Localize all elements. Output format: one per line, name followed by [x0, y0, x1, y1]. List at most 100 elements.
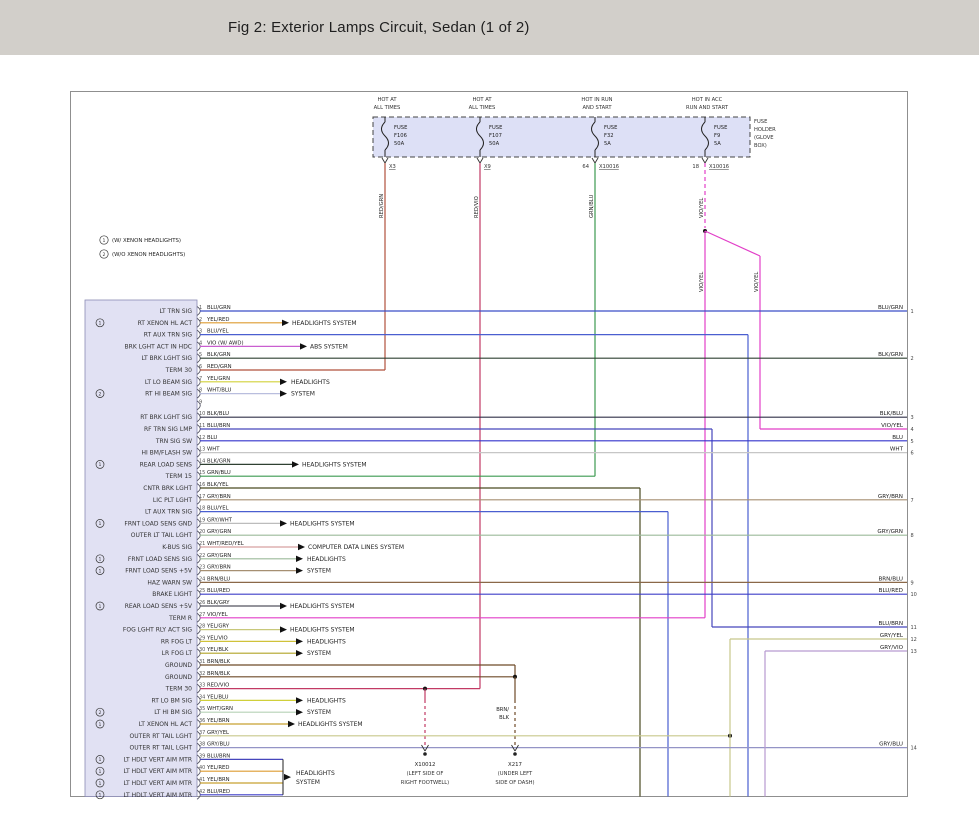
wire-name: BRN/BLK	[207, 671, 231, 677]
wire-name: GRY/BLU	[207, 742, 230, 748]
pin-function-label: LT HI BM SIG	[154, 709, 192, 716]
note-marker	[95, 778, 105, 788]
pin-number: 28	[199, 624, 205, 630]
right-pin-number: 1	[911, 309, 914, 315]
system-ref-label: COMPUTER DATA LINES SYSTEM	[308, 544, 404, 551]
pin-number: 19	[199, 517, 205, 523]
right-pin-number: 2	[911, 356, 914, 362]
fuse-label: FUSE	[714, 125, 727, 131]
pin-function-label: GROUND	[165, 674, 192, 681]
system-arrow-icon	[288, 720, 295, 728]
note-marker	[95, 755, 105, 764]
pin-function-label: OUTER RT TAIL LGHT	[130, 733, 193, 740]
wire-name: YEL/BLK	[206, 647, 229, 653]
fuse-connector-id: X10016	[599, 164, 619, 170]
right-pin-number: 13	[911, 649, 917, 655]
connector-location: (LEFT SIDE OF	[407, 771, 444, 777]
system-ref-label: HEADLIGHTS SYSTEM	[292, 320, 357, 327]
connector-fork-icon	[701, 157, 706, 164]
system-ref-label: HEADLIGHTS SYSTEM	[298, 721, 363, 728]
system-arrow-icon	[280, 378, 287, 385]
wire-name: YEL/BRN	[206, 718, 230, 724]
pin-function-label: LT XENON HL ACT	[139, 721, 193, 728]
pin-number: 38	[199, 742, 205, 748]
connector-fork-icon	[591, 157, 596, 164]
pin-number: 39	[199, 753, 205, 759]
right-wire-name: BLU/RED	[879, 588, 903, 594]
pin-number: 2	[199, 317, 202, 323]
note-marker	[95, 389, 105, 398]
pin-bracket	[196, 400, 201, 411]
pin-number: 9	[199, 399, 202, 405]
pin-number: 8	[199, 388, 202, 394]
connector-id: X217	[508, 762, 522, 768]
note-marker	[95, 460, 105, 469]
pin-function-label: TRN SIG SW	[155, 438, 192, 445]
pin-function-label: LR FOG LT	[162, 650, 193, 657]
wire-name: YEL/BLU	[206, 694, 229, 700]
pin-number: 20	[199, 529, 205, 535]
connector-fork-icon	[479, 157, 484, 164]
wire-name-vertical: VIO/YEL	[699, 272, 705, 292]
legend-note-number: 1	[103, 238, 106, 244]
legend-note-marker	[99, 249, 109, 259]
connector-id: X10012	[415, 762, 436, 768]
pin-function-label: LT LO BEAM SIG	[145, 379, 193, 386]
pin-number: 41	[199, 777, 205, 783]
wire-name: BLU/BRN	[207, 753, 230, 759]
right-wire-name: BRN/BLU	[878, 576, 903, 582]
hot-feed-label: HOT AT	[472, 97, 492, 103]
pin-number: 29	[199, 635, 205, 641]
system-ref-label: HEADLIGHTS	[307, 556, 346, 563]
pin-number: 3	[199, 329, 202, 335]
right-pin-number: 11	[911, 625, 917, 631]
wire-name: WHT/GRN	[207, 706, 233, 712]
right-wire-name: GRY/BLU	[879, 742, 903, 748]
hot-feed-label: RUN AND START	[686, 105, 729, 111]
pin-function-label: LT TRN SIG	[159, 308, 192, 315]
pin-function-label: LT HDLT VERT AIM MTR	[124, 768, 192, 775]
system-arrow-icon	[292, 461, 299, 468]
pin-function-label: TERM 30	[165, 686, 193, 693]
note-number: 1	[99, 769, 102, 775]
fuse-holder-label: FUSE	[754, 119, 767, 125]
wire-name: BLU/BRN	[207, 423, 230, 429]
fuse-label: FUSE	[604, 125, 617, 131]
feed-branch-wire	[704, 230, 761, 257]
wire-name: BLU/RED	[207, 789, 230, 795]
pin-number: 24	[199, 576, 205, 582]
fuse-label: 50A	[394, 141, 405, 147]
note-marker	[95, 566, 105, 575]
right-pin-number: 6	[911, 451, 914, 457]
pin-function-label: RT HI BEAM SIG	[145, 391, 192, 398]
right-wire-name: BLK/GRN	[878, 352, 903, 358]
right-pin-number: 4	[911, 427, 914, 433]
pin-number: 30	[199, 647, 205, 653]
pin-function-label: FRNT LOAD SENS +5V	[125, 568, 193, 575]
system-ref-label: HEADLIGHTS	[307, 697, 346, 704]
pin-function-label: FRNT LOAD SENS GND	[124, 520, 192, 527]
note-marker	[95, 719, 105, 729]
connector-fork-icon	[514, 744, 519, 752]
fuse-label: F106	[394, 133, 407, 139]
fuse-connector-id: X3	[389, 164, 396, 170]
wire-name: GRY/YEL	[207, 730, 229, 736]
system-arrow-icon	[298, 543, 305, 551]
fuse-connector-id: X9	[484, 164, 491, 170]
system-arrow-icon	[282, 319, 289, 326]
fuse-label: FUSE	[394, 125, 407, 131]
note-number: 1	[99, 757, 102, 763]
note-number: 1	[99, 793, 102, 799]
pin-number: 5	[199, 352, 202, 358]
note-number: 1	[99, 568, 102, 574]
fuse-label: 5A	[604, 141, 611, 147]
right-pin-number: 14	[911, 746, 917, 752]
wire-name-vertical: VIO/YEL	[754, 272, 760, 292]
pin-function-label: OUTER RT TAIL LGHT	[130, 745, 193, 752]
right-pin-number: 8	[911, 533, 914, 539]
wire-name: BLU/YEL	[207, 506, 229, 512]
pin-function-label: RT LO BM SIG	[152, 697, 193, 704]
pin-number: 34	[199, 694, 205, 700]
pin-number: 26	[199, 600, 205, 606]
pin-number: 15	[199, 470, 205, 476]
